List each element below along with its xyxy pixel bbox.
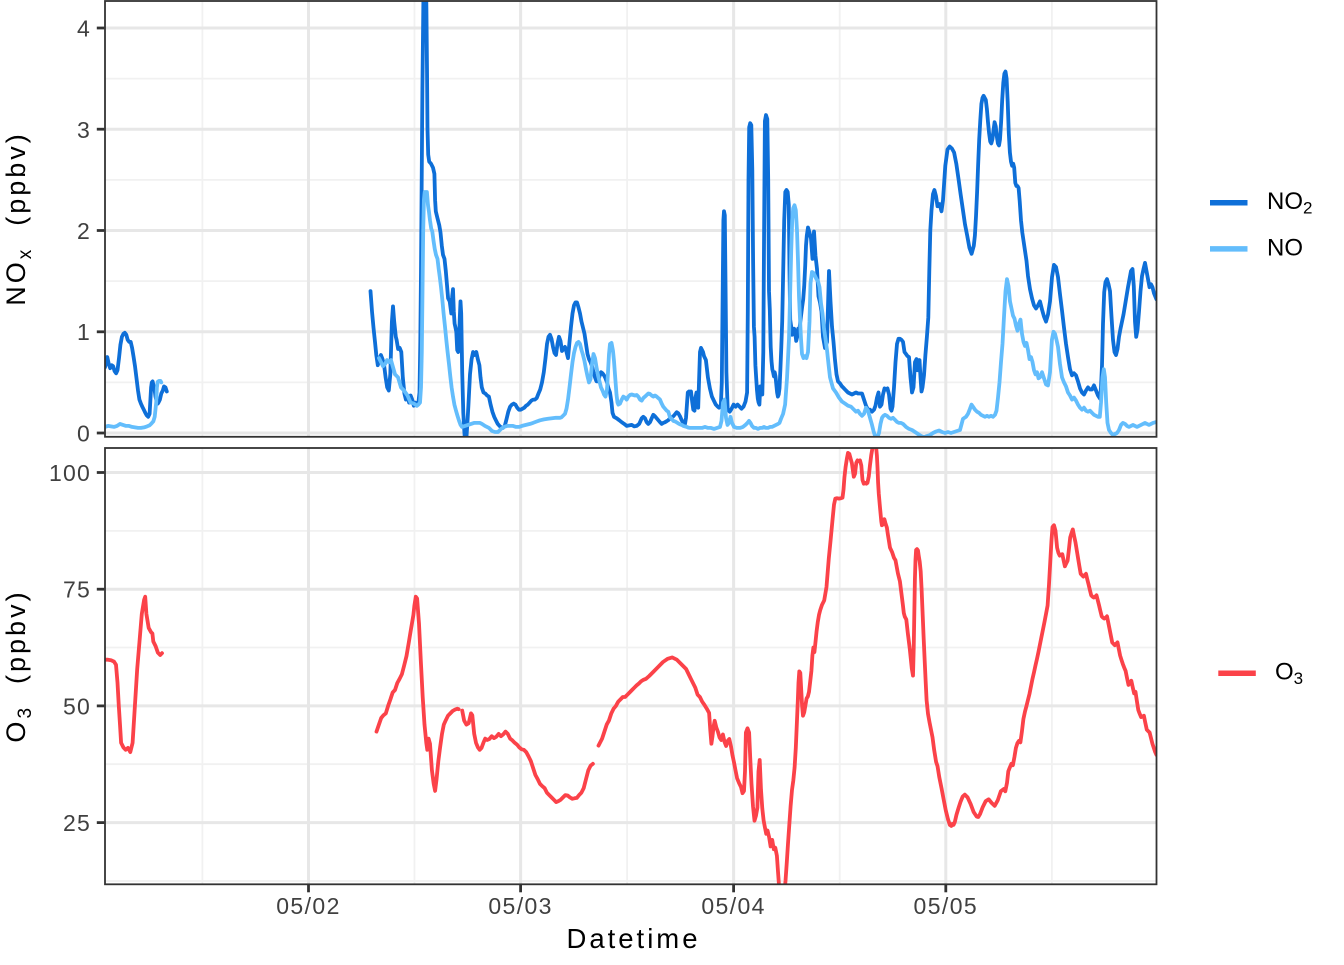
svg-text:05/02: 05/02	[276, 893, 341, 919]
svg-text:1: 1	[77, 319, 91, 345]
svg-text:25: 25	[63, 810, 91, 836]
svg-text:Datetime: Datetime	[566, 923, 700, 954]
svg-text:05/05: 05/05	[914, 893, 979, 919]
svg-text:NO: NO	[1267, 234, 1303, 261]
svg-text:05/03: 05/03	[488, 893, 553, 919]
svg-text:4: 4	[77, 16, 91, 42]
svg-text:O3: O3	[1275, 659, 1303, 689]
svg-text:3: 3	[77, 117, 91, 143]
svg-text:0: 0	[77, 421, 91, 447]
svg-text:75: 75	[63, 577, 91, 603]
svg-text:50: 50	[63, 693, 91, 719]
svg-text:05/04: 05/04	[701, 893, 766, 919]
svg-text:2: 2	[77, 218, 91, 244]
svg-text:NOx (ppbv): NOx (ppbv)	[1, 131, 36, 306]
svg-text:100: 100	[49, 460, 91, 486]
svg-text:O3 (ppbv): O3 (ppbv)	[1, 589, 36, 742]
